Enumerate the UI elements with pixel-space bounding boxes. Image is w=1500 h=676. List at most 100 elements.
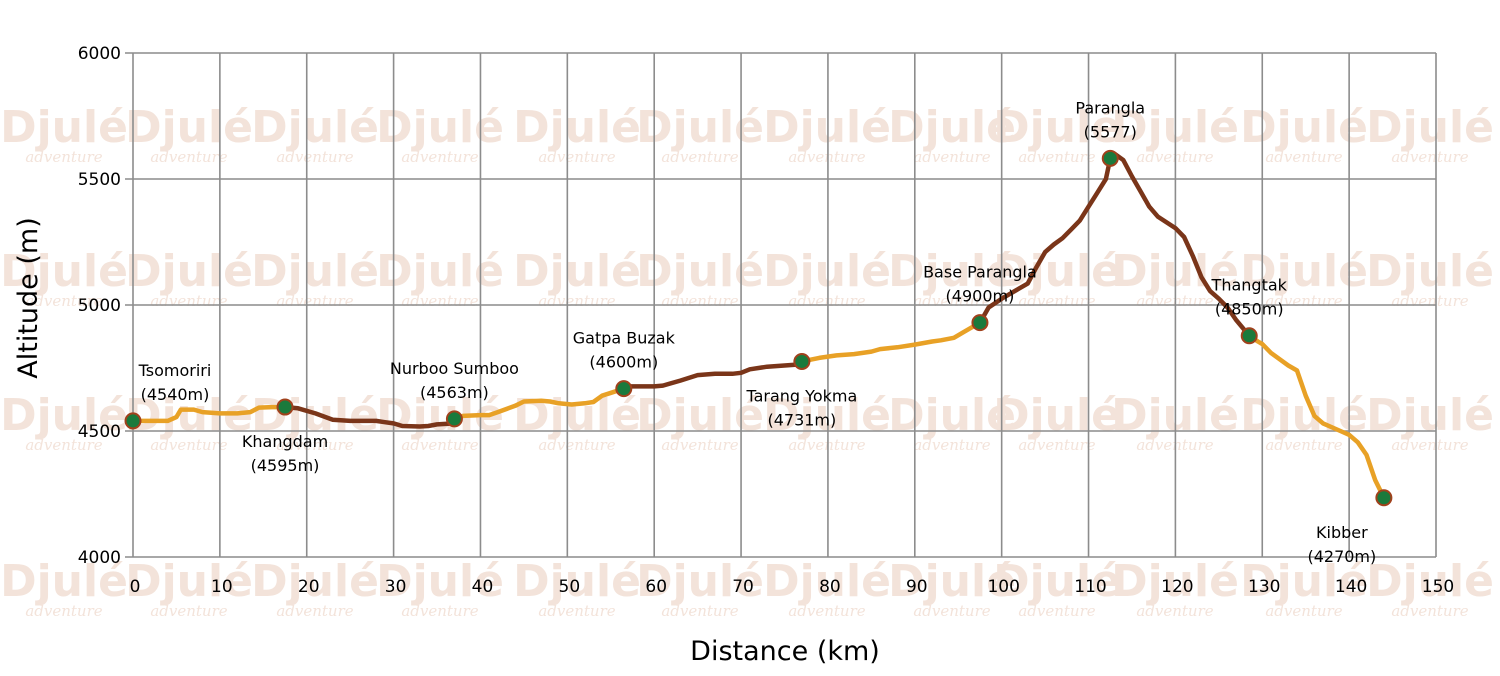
- watermark-sub: adventure: [401, 148, 478, 166]
- watermark-brand: Djulé: [0, 246, 128, 297]
- waypoint-name: Gatpa Buzak: [573, 329, 676, 348]
- watermark-brand: Djulé: [1366, 556, 1494, 607]
- watermark-sub: adventure: [1391, 436, 1468, 454]
- watermark-brand: Djulé: [0, 556, 128, 607]
- watermark-brand: Djulé: [251, 246, 379, 297]
- x-tick-label: 130: [1248, 577, 1280, 597]
- watermark-brand: Djulé: [888, 556, 1016, 607]
- watermark-brand: Djulé: [0, 102, 128, 153]
- watermark-sub: adventure: [1265, 148, 1342, 166]
- x-tick-label: 20: [298, 577, 320, 597]
- watermark-brand: Djulé: [763, 246, 891, 297]
- watermark-brand: Djulé: [1240, 556, 1368, 607]
- y-tick-label: 6000: [78, 44, 121, 64]
- watermark-sub: adventure: [1018, 292, 1095, 310]
- watermark-sub: adventure: [25, 292, 102, 310]
- watermark-sub: adventure: [1265, 436, 1342, 454]
- watermark-brand: Djulé: [636, 390, 764, 441]
- watermark-sub: adventure: [276, 292, 353, 310]
- watermark-sub: adventure: [25, 436, 102, 454]
- watermark-sub: adventure: [150, 602, 227, 620]
- watermark-brand: Djulé: [763, 556, 891, 607]
- waypoint-name: Base Parangla: [923, 263, 1037, 282]
- watermark-sub: adventure: [25, 148, 102, 166]
- watermark-brand: Djulé: [993, 246, 1121, 297]
- x-tick-label: 100: [987, 577, 1019, 597]
- watermark-sub: adventure: [538, 602, 615, 620]
- watermark-brand: Djulé: [993, 556, 1121, 607]
- waypoint-elevation: (4850m): [1215, 300, 1284, 319]
- waypoint-marker: [615, 380, 633, 398]
- watermark-sub: adventure: [1265, 602, 1342, 620]
- watermark-sub: adventure: [276, 436, 353, 454]
- y-tick-label: 5000: [78, 296, 121, 316]
- waypoint-name: Kibber: [1316, 523, 1368, 542]
- watermark-brand: Djulé: [1240, 102, 1368, 153]
- watermark-sub: adventure: [401, 602, 478, 620]
- watermark-sub: adventure: [913, 602, 990, 620]
- watermark-sub: adventure: [1018, 602, 1095, 620]
- watermark-brand: Djulé: [636, 246, 764, 297]
- x-tick-labels: 0 10 20 30 40 50 60 70 80 90 100 110 120 130 140 150: [130, 577, 1455, 597]
- elevation-series-stage-1: [130, 404, 288, 424]
- waypoint-elevation: (4600m): [589, 353, 658, 372]
- watermark-brand: Djulé: [1240, 246, 1368, 297]
- x-tick-label: 90: [906, 577, 928, 597]
- watermark-brand: Djulé: [993, 102, 1121, 153]
- watermark-sub: adventure: [401, 292, 478, 310]
- watermark-sub: adventure: [150, 292, 227, 310]
- watermark-sub: adventure: [788, 436, 865, 454]
- watermark-brand: Djulé: [888, 246, 1016, 297]
- waypoint-name: Nurboo Sumboo: [390, 359, 519, 378]
- watermark-brand: Djulé: [125, 102, 253, 153]
- watermark-brand: Djulé: [125, 556, 253, 607]
- watermark-sub: adventure: [150, 436, 227, 454]
- waypoint-name: Parangla: [1075, 98, 1145, 117]
- watermark-brand: Djulé: [376, 246, 504, 297]
- x-tick-label: 110: [1074, 577, 1106, 597]
- watermark-brand: Djulé: [251, 556, 379, 607]
- watermark-brand: Djulé: [993, 390, 1121, 441]
- watermark-sub: adventure: [661, 292, 738, 310]
- waypoint-marker: [276, 398, 294, 416]
- watermark-layer: DjuléadventureDjuléadventureDjuléadventu…: [0, 102, 1494, 620]
- waypoint-name: Khangdam: [242, 432, 328, 451]
- x-tick-label: 30: [385, 577, 407, 597]
- y-tick-label: 5500: [78, 170, 121, 190]
- watermark-brand: Djulé: [636, 102, 764, 153]
- waypoint-elevation: (4540m): [141, 385, 210, 404]
- waypoint-labels: Tsomoriri (4540m) Khangdam (4595m) Nurboo Su…: [138, 98, 1377, 565]
- watermark-brand: Djulé: [251, 102, 379, 153]
- waypoint-elevation: (4900m): [946, 287, 1015, 306]
- watermark-sub: adventure: [1018, 436, 1095, 454]
- watermark-sub: adventure: [538, 436, 615, 454]
- waypoint-markers: [124, 149, 1393, 507]
- waypoint-marker: [971, 314, 989, 332]
- waypoint-name: Tsomoriri: [138, 361, 212, 380]
- watermark-sub: adventure: [276, 148, 353, 166]
- watermark-brand: Djulé: [513, 246, 641, 297]
- x-tick-label: 0: [130, 577, 141, 597]
- watermark-brand: Djulé: [376, 102, 504, 153]
- waypoint-marker: [1101, 149, 1119, 167]
- elevation-series-stage-5: [799, 320, 983, 364]
- watermark-sub: adventure: [1391, 148, 1468, 166]
- x-tick-label: 80: [819, 577, 841, 597]
- watermark-brand: Djulé: [888, 102, 1016, 153]
- elevation-series-stage-3: [452, 386, 627, 422]
- watermark-brand: Djulé: [1366, 246, 1494, 297]
- watermark-sub: adventure: [25, 602, 102, 620]
- watermark-brand: Djulé: [763, 102, 891, 153]
- y-tick-label: 4500: [78, 422, 121, 442]
- waypoint-marker: [793, 352, 811, 370]
- watermark-sub: adventure: [913, 436, 990, 454]
- watermark-brand: Djulé: [376, 556, 504, 607]
- x-tick-label: 40: [472, 577, 494, 597]
- watermark-sub: adventure: [401, 436, 478, 454]
- x-axis-title: Distance (km): [690, 636, 880, 667]
- watermark-sub: adventure: [788, 602, 865, 620]
- watermark-sub: adventure: [538, 148, 615, 166]
- watermark-sub: adventure: [1136, 602, 1213, 620]
- watermark-brand: Djulé: [513, 102, 641, 153]
